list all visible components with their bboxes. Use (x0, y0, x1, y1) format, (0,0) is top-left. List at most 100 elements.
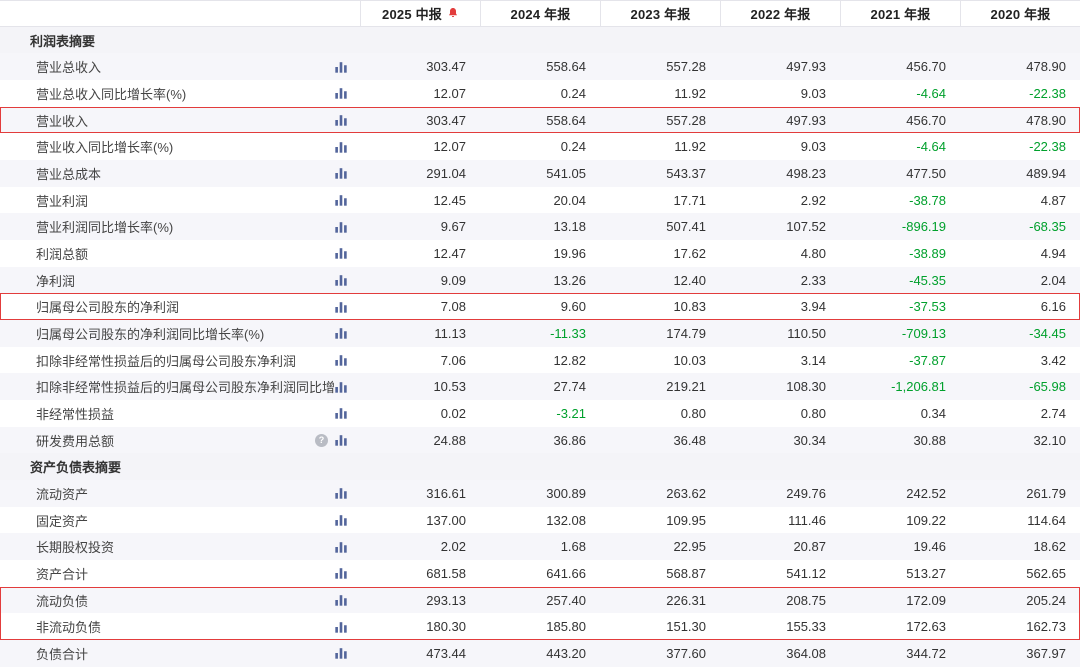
value-cell: 557.28 (666, 59, 706, 75)
bar-chart-icon[interactable] (334, 566, 348, 580)
value-cell: 249.76 (786, 485, 826, 501)
value-cell: 11.92 (674, 85, 706, 101)
value-cell: 226.31 (666, 592, 706, 608)
table-row: 流动资产 316.61 300.89 263.62 249.76 242.52 261.79 (0, 480, 1080, 507)
bar-chart-icon[interactable] (334, 193, 348, 207)
bar-chart-icon[interactable] (334, 300, 348, 314)
value-cell: -3.21 (556, 405, 586, 421)
value-cell: 1.68 (560, 539, 586, 555)
value-cell: -896.19 (901, 219, 946, 235)
table-row: 营业总收入 303.47 558.64 557.28 497.93 456.70 478.9… (0, 53, 1080, 81)
row-label: 净利润 (36, 273, 76, 289)
value-cell: 9.03 (800, 85, 826, 101)
bar-chart-icon[interactable] (334, 273, 348, 287)
value-cell: 0.80 (680, 405, 706, 421)
value-cell: 303.47 (426, 112, 466, 128)
row-label-cell: 流动负债 (0, 587, 360, 614)
bar-chart-icon[interactable] (334, 540, 348, 554)
value-cell: 478.90 (1026, 112, 1066, 128)
column-header-label: 2020 年报 (990, 6, 1051, 22)
value-cell: 489.94 (1026, 165, 1066, 181)
bar-chart-icon[interactable] (334, 166, 348, 180)
value-cell: -709.13 (901, 325, 946, 341)
bar-chart-icon[interactable] (334, 60, 348, 74)
value-cell: 108.30 (786, 379, 826, 395)
value-cell: 477.50 (906, 165, 946, 181)
value-cell: -22.38 (1029, 85, 1066, 101)
bar-chart-icon[interactable] (334, 246, 348, 260)
value-cell: 13.26 (553, 272, 586, 288)
value-cell: 541.12 (786, 565, 826, 581)
value-cell: 4.87 (1040, 192, 1066, 208)
value-cell: 498.23 (786, 165, 826, 181)
row-label: 营业总收入 (36, 60, 102, 76)
value-cell: 4.94 (1040, 245, 1066, 261)
bar-chart-icon[interactable] (334, 513, 348, 527)
value-cell: 17.62 (673, 245, 706, 261)
row-label-cell: 资产合计 (0, 560, 360, 587)
bar-chart-icon[interactable] (334, 113, 348, 127)
table-row: 扣除非经常性损益后的归属母公司股东净利润 7.06 12.82 10.03 3.14 -3… (0, 347, 1080, 374)
value-cell: 12.07 (433, 139, 466, 155)
value-cell: 20.87 (793, 539, 826, 555)
help-icon[interactable] (315, 433, 328, 447)
value-cell: 114.64 (1027, 512, 1066, 528)
row-label-cell: 营业收入同比增长率(%) (0, 133, 360, 160)
value-cell: 9.60 (560, 299, 586, 315)
row-label-cell: 营业总收入 (0, 53, 360, 80)
row-label: 负债合计 (36, 646, 89, 662)
value-cell: 219.21 (666, 379, 706, 395)
value-cell: 2.04 (1040, 272, 1066, 288)
row-label-cell: 营业利润 (0, 187, 360, 214)
table-row: 归属母公司股东的净利润同比增长率(%) 11.13 -11.33 174.79 110.… (0, 320, 1080, 347)
value-cell: 0.02 (440, 405, 466, 421)
column-header-label: 2025 中报 (382, 6, 442, 22)
value-cell: 7.06 (440, 352, 466, 368)
row-label-cell: 利润总额 (0, 240, 360, 267)
value-cell: -45.35 (909, 272, 946, 288)
value-cell: 3.94 (800, 299, 826, 315)
value-cell: 2.33 (800, 272, 826, 288)
value-cell: 263.62 (666, 485, 706, 501)
bar-chart-icon[interactable] (334, 220, 348, 234)
header-corner-cell (0, 1, 360, 26)
row-label: 研发费用总额 (36, 433, 115, 449)
value-cell: 7.08 (440, 299, 466, 315)
bar-chart-icon[interactable] (334, 620, 348, 634)
value-cell: 151.30 (666, 619, 706, 635)
table-row: 营业总收入同比增长率(%) 12.07 0.24 11.92 9.03 -4.64 -22.… (0, 80, 1080, 107)
alert-bell-icon[interactable] (447, 7, 459, 19)
value-cell: 2.92 (800, 192, 826, 208)
table-row: 营业收入同比增长率(%) 12.07 0.24 11.92 9.03 -4.64 -22.3… (0, 133, 1080, 160)
value-cell: 137.00 (426, 512, 466, 528)
row-label-cell: 归属母公司股东的净利润同比增长率(%) (0, 320, 360, 347)
value-cell: 293.13 (426, 592, 466, 608)
table-row: 扣除非经常性损益后的归属母公司股东净利润同比增... 10.53 27.74 219.… (0, 373, 1080, 401)
value-cell: 0.24 (560, 85, 586, 101)
value-cell: 541.05 (546, 165, 586, 181)
value-cell: -4.64 (916, 85, 946, 101)
bar-chart-icon[interactable] (334, 326, 348, 340)
bar-chart-icon[interactable] (334, 353, 348, 367)
value-cell: 507.41 (666, 219, 706, 235)
value-cell: 107.52 (786, 219, 826, 235)
bar-chart-icon[interactable] (334, 433, 348, 447)
bar-chart-icon[interactable] (334, 140, 348, 154)
value-cell: -38.78 (909, 192, 946, 208)
bar-chart-icon[interactable] (334, 593, 348, 607)
bar-chart-icon[interactable] (334, 86, 348, 100)
bar-chart-icon[interactable] (334, 406, 348, 420)
table-row: 营业总成本 291.04 541.05 543.37 498.23 477.50 489.9… (0, 160, 1080, 187)
bar-chart-icon[interactable] (334, 646, 348, 660)
row-label: 营业收入同比增长率(%) (36, 140, 174, 156)
bar-chart-icon[interactable] (334, 380, 348, 394)
value-cell: 18.62 (1033, 539, 1066, 555)
value-cell: 344.72 (906, 645, 946, 661)
value-cell: 111.46 (788, 512, 826, 528)
value-cell: 155.33 (786, 619, 826, 635)
value-cell: 109.95 (666, 512, 706, 528)
value-cell: -22.38 (1029, 139, 1066, 155)
section-title-cell: 资产负债表摘要 (0, 453, 360, 480)
value-cell: 12.45 (433, 192, 466, 208)
bar-chart-icon[interactable] (334, 486, 348, 500)
